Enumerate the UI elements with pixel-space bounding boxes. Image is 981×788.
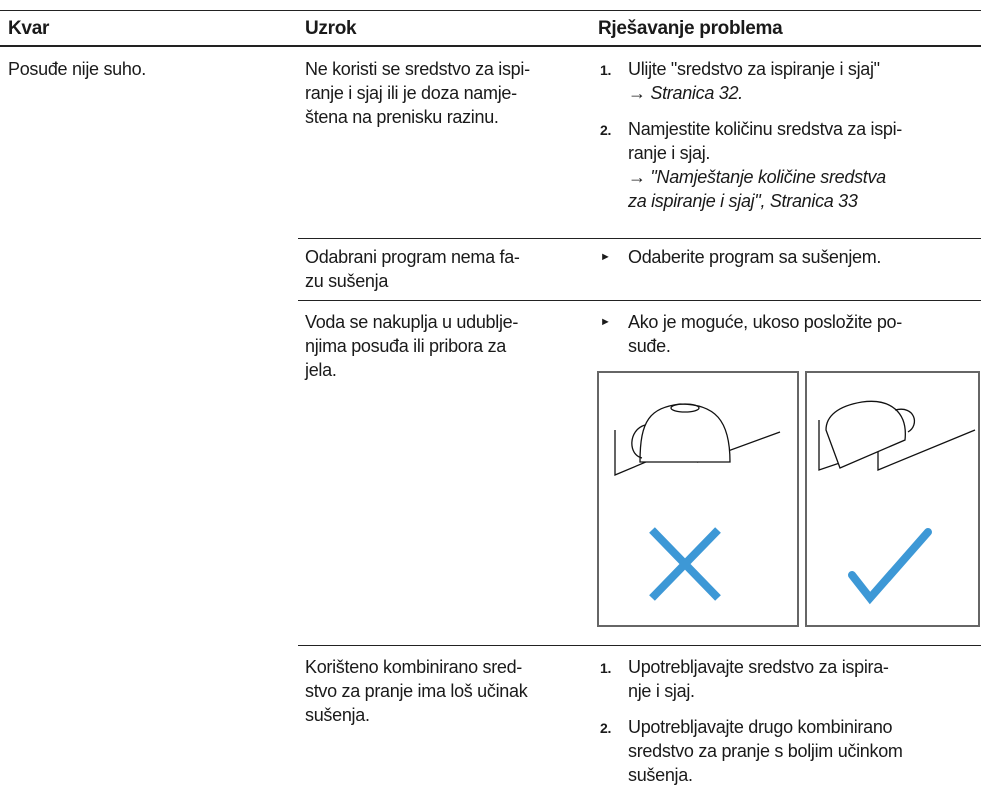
cause-line: stvo za pranje ima loš učinak [305, 681, 528, 701]
top-rule [0, 10, 981, 11]
step-line: Ulijte "sredstvo za ispiranje i sjaj" [628, 59, 880, 79]
header-cell: Kvar [8, 18, 50, 39]
cause-line: štena na prenisku razinu. [305, 107, 499, 127]
cause-line: sušenja. [305, 705, 370, 725]
cause-line: Odabrani program nema fa- [305, 247, 520, 267]
step-line: Upotrebljavajte sredstvo za ispira- [628, 657, 889, 677]
fault: Posuđe nije suho. [8, 59, 147, 79]
step-line: sušenja. [628, 765, 693, 785]
row-separator [298, 645, 981, 646]
step-line: ranje i sjaj. [628, 143, 711, 163]
step-reference: za ispiranje i sjaj", Stranica 33 [628, 191, 858, 211]
header-rule [0, 45, 981, 47]
step-reference: → Stranica 32. [628, 83, 743, 103]
step-marker: ► [600, 251, 611, 263]
step-marker: 2. [600, 122, 612, 138]
cause-line: zu sušenja [305, 271, 389, 291]
step-marker: 2. [600, 720, 612, 736]
header-cell: Uzrok [305, 18, 357, 39]
correct-example [805, 371, 980, 627]
step-marker: ► [600, 316, 611, 328]
step-line: suđe. [628, 336, 671, 356]
cause-line: Voda se nakuplja u udublje- [305, 312, 519, 332]
wrong-example [597, 371, 799, 627]
step-line: sredstvo za pranje s boljim učinkom [628, 741, 903, 761]
step-marker: 1. [600, 62, 612, 78]
step-line: Ako je moguće, ukoso posložite po- [628, 312, 902, 332]
cause-line: Korišteno kombinirano sred- [305, 657, 523, 677]
cause-line: Ne koristi se sredstvo za ispi- [305, 59, 530, 79]
cause-line: jela. [305, 360, 337, 380]
row-separator [298, 300, 981, 301]
step-line: Namjestite količinu sredstva za ispi- [628, 119, 903, 139]
cause-line: ranje i sjaj ili je doza namje- [305, 83, 517, 103]
step-marker: 1. [600, 660, 612, 676]
step-line: Odaberite program sa sušenjem. [628, 247, 882, 267]
step-reference: → "Namještanje količine sredstva [628, 167, 886, 187]
cause-line: njima posuđa ili pribora za [305, 336, 507, 356]
header-cell: Rješavanje problema [598, 18, 783, 39]
step-line: nje i sjaj. [628, 681, 695, 701]
step-line: Upotrebljavajte drugo kombinirano [628, 717, 893, 737]
row-separator [298, 238, 981, 239]
